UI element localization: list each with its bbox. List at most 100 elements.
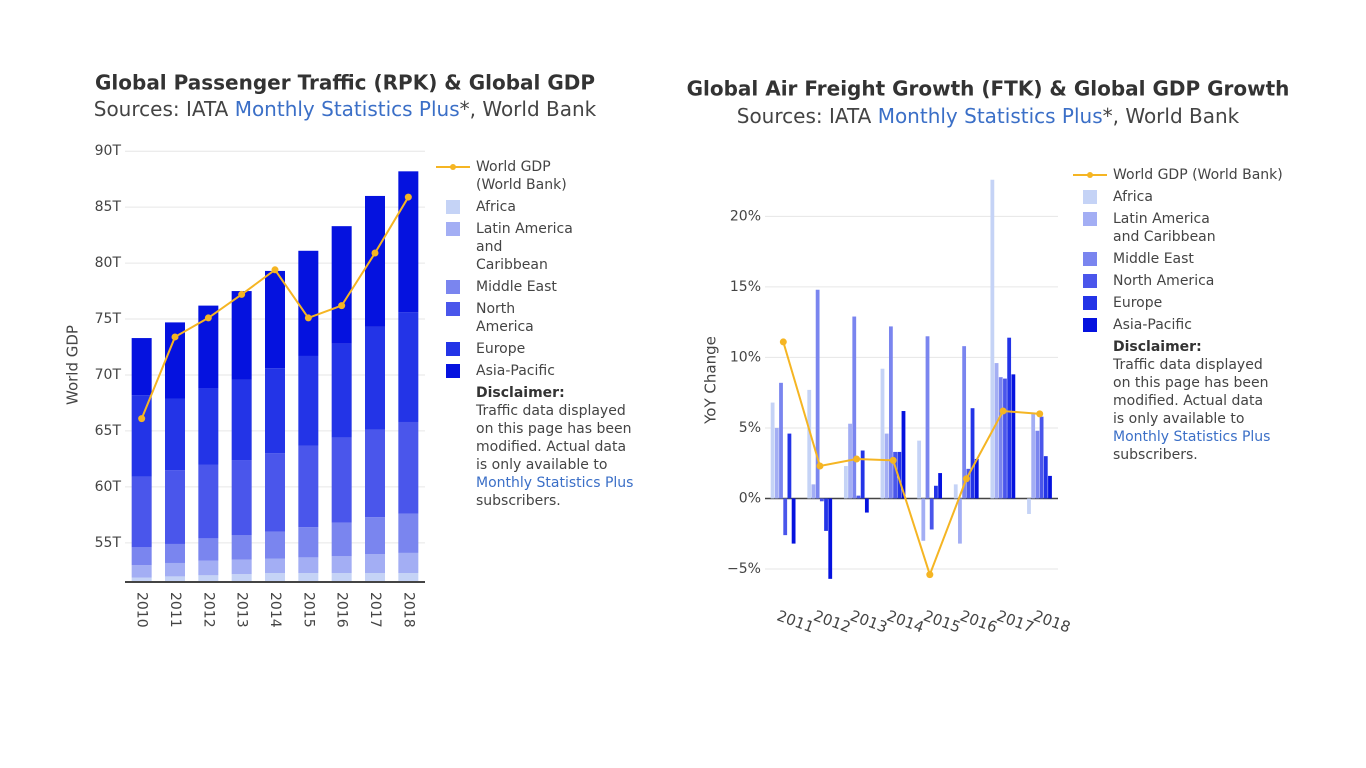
- y-tick-label: 55T: [95, 535, 122, 551]
- legend-dot: [1087, 172, 1093, 178]
- legend-label: Asia-Pacific: [1113, 317, 1192, 333]
- bar: [779, 382, 783, 499]
- legend-item: Europe: [1073, 294, 1283, 312]
- bar-segment: [198, 575, 219, 582]
- y-tick-label: 75T: [95, 311, 122, 327]
- legend-swatch: [446, 280, 460, 294]
- subtitle-part: Sources: IATA: [94, 97, 235, 121]
- bar-segment: [298, 573, 319, 582]
- line-marker: [204, 314, 212, 322]
- bar: [811, 484, 816, 499]
- disclaimer-end: subscribers.: [476, 493, 561, 509]
- legend-swatch: [1083, 212, 1097, 226]
- bar: [934, 485, 938, 499]
- legend-swatch: [446, 342, 460, 356]
- bar: [953, 484, 958, 499]
- bar-segment: [198, 388, 219, 465]
- x-tick-label: 2017: [367, 592, 383, 628]
- legend-swatch: [446, 222, 460, 236]
- legend-item: Africa: [436, 198, 633, 216]
- y-tick-label: 5%: [739, 420, 761, 436]
- bar-segment: [265, 558, 285, 574]
- subtitle-link: Monthly Statistics Plus: [878, 104, 1103, 128]
- bar-segment: [331, 573, 352, 582]
- disclaimer-link[interactable]: Monthly Statistics Plus: [1113, 429, 1271, 445]
- legend-symbol: [436, 198, 476, 216]
- legend-label: Asia-Pacific: [476, 363, 555, 379]
- bar: [994, 363, 999, 499]
- legend-item: Asia-Pacific: [436, 362, 633, 380]
- line-marker: [404, 193, 412, 201]
- legend-swatch: [1083, 274, 1097, 288]
- legend-item: North America: [436, 300, 633, 336]
- legend-symbol: [1073, 294, 1113, 312]
- subtitle-part: Sources: IATA: [737, 104, 878, 128]
- bar-segment: [365, 195, 385, 327]
- legend-item: North America: [1073, 272, 1283, 290]
- y-axis-title: YoY Change: [702, 336, 720, 425]
- bar: [917, 440, 922, 499]
- bar: [860, 450, 865, 499]
- bar-segment: [165, 576, 185, 582]
- x-tick-label: 2016: [334, 592, 350, 628]
- legend: World GDP (World Bank) Africa Latin Americ…: [1073, 166, 1283, 464]
- disclaimer-line: on this page has been: [476, 421, 632, 437]
- bar: [856, 495, 861, 499]
- legend-symbol: [1073, 272, 1113, 290]
- disclaimer-line: modified. Actual data: [1113, 393, 1264, 409]
- bar: [884, 433, 889, 499]
- legend-symbol: [436, 220, 476, 238]
- subtitle-part: *, World Bank: [1103, 104, 1240, 128]
- legend-label: Europe: [1113, 295, 1163, 311]
- bar-segment: [198, 538, 219, 561]
- legend-item: Latin America and Caribbean: [436, 220, 633, 274]
- bar-segment: [365, 573, 385, 582]
- legend-swatch: [446, 302, 460, 316]
- legend-swatch: [446, 364, 460, 378]
- bar-segment: [231, 574, 252, 582]
- bar: [962, 346, 967, 499]
- bar: [828, 498, 833, 579]
- bar: [888, 326, 893, 499]
- x-tick-label: 2018: [400, 592, 416, 628]
- legend-symbol: [1073, 188, 1113, 206]
- bar: [925, 336, 930, 499]
- bar-segment: [398, 312, 419, 422]
- legend-swatch: [1083, 252, 1097, 266]
- legend-label: Latin America and Caribbean: [1113, 211, 1216, 245]
- disclaimer-link[interactable]: Monthly Statistics Plus: [476, 475, 634, 491]
- subtitle-part: *, World Bank: [460, 97, 597, 121]
- bar: [958, 498, 962, 544]
- bar-segment: [298, 445, 319, 528]
- bar-segment: [231, 460, 252, 536]
- legend-symbol: [436, 362, 476, 380]
- bar-segment: [398, 513, 419, 553]
- bar: [1003, 378, 1007, 499]
- bar-segment: [231, 379, 252, 461]
- bar: [1048, 475, 1052, 499]
- disclaimer-line: is only available to: [476, 457, 608, 473]
- bar-segment: [198, 305, 219, 389]
- y-tick-label: 80T: [95, 255, 122, 271]
- bar-segment: [265, 573, 285, 582]
- bar: [901, 411, 906, 499]
- y-tick-label: 70T: [95, 367, 122, 383]
- legend-swatch: [1083, 296, 1097, 310]
- x-tick-label: 2018: [1031, 607, 1073, 637]
- line-marker: [238, 290, 246, 298]
- bar-segment: [198, 464, 219, 539]
- bar-segment: [265, 270, 285, 369]
- x-tick-label: 2011: [774, 607, 816, 637]
- legend-symbol: [436, 278, 476, 296]
- x-tick-label: 2015: [921, 607, 963, 637]
- chart-title: Global Air Freight Growth (FTK) & Global…: [687, 77, 1290, 101]
- disclaimer-line: Traffic data displayed: [476, 403, 626, 419]
- bar-segment: [131, 577, 152, 582]
- legend-symbol: [1073, 166, 1113, 184]
- bar-segment: [265, 368, 285, 454]
- legend-swatch: [1083, 190, 1097, 204]
- legend-symbol: [436, 300, 476, 318]
- bar: [843, 466, 848, 499]
- bar-segment: [165, 470, 185, 544]
